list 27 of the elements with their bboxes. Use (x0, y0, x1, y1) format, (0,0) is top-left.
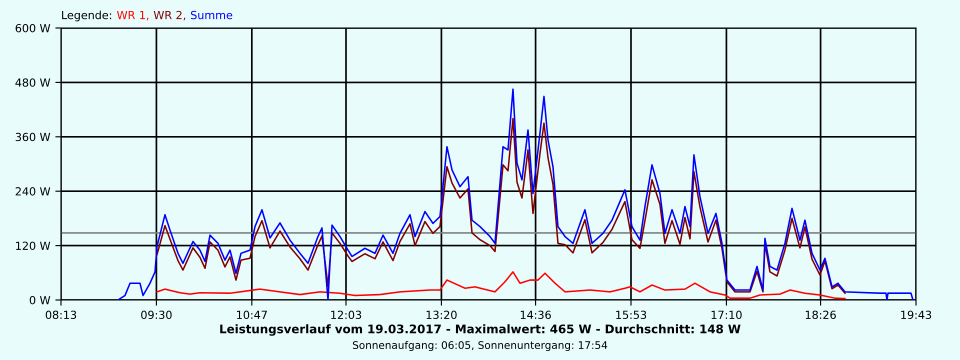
y-tick-label: 360 W (16, 132, 50, 142)
text: WR 2 (154, 10, 182, 20)
text: Leistungsverlauf vom 19.03.2017 - Maximalwert: 465 W - Durchschnitt: 148 W (220, 324, 741, 336)
x-tick-label: 14:36 (520, 310, 551, 320)
y-tick-label: 600 W (16, 24, 50, 32)
y-tick-label: 240 W (16, 187, 50, 196)
y-tick-label: 0 W (30, 296, 50, 304)
x-tick-label: 19:43 (901, 310, 932, 320)
x-tick-label: 15:53 (616, 310, 646, 320)
text: Summe (190, 10, 232, 20)
x-tick-label: 09:30 (141, 310, 172, 320)
line-series (156, 118, 846, 294)
legend-title: Legende: (62, 10, 112, 22)
x-tick-label: 18:26 (806, 310, 836, 320)
x-tick-label: 13:20 (426, 310, 457, 320)
x-tick-label: 08:13 (46, 310, 76, 320)
line-series (117, 88, 914, 300)
text: WR 1 (116, 10, 145, 20)
text: , (184, 18, 186, 20)
x-tick-label: 12:03 (331, 310, 362, 320)
y-tick-label: 480 W (15, 78, 50, 87)
text: Sonnenaufgang: 06:05, Sonnenuntergang: 17:54 (352, 340, 608, 352)
y-tick-label: 120 W (16, 242, 50, 250)
x-tick-label: 10:47 (237, 310, 267, 320)
line-series (156, 271, 846, 300)
text: , (146, 18, 148, 20)
x-tick-label: 17:10 (712, 310, 742, 320)
